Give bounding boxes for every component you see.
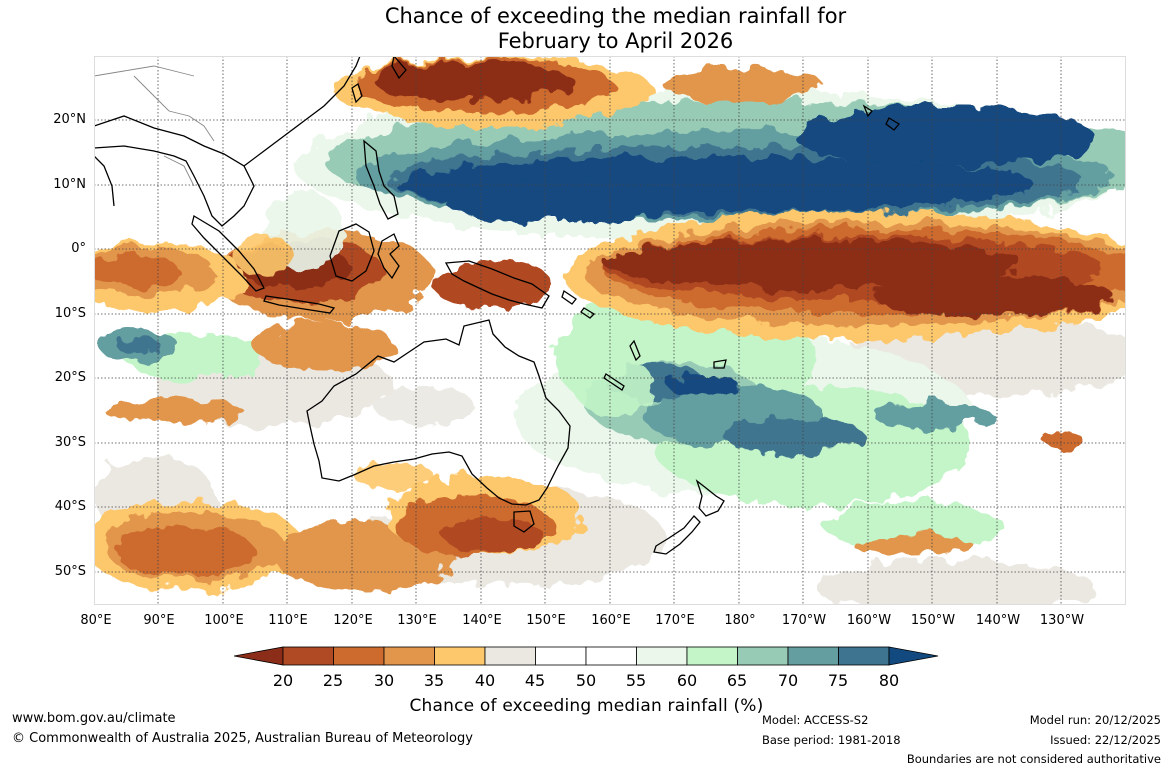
colorbar-segment: [383, 646, 435, 666]
lon-label-160e: 160°E: [591, 613, 631, 628]
probability-speckle: [234, 191, 654, 490]
lat-label-equator: 0°: [71, 241, 86, 256]
tasmania-coastline: [513, 510, 535, 533]
colorbar-tick: 60: [676, 671, 698, 690]
colorbar-segment: [484, 646, 536, 666]
lat-label-10n: 10°N: [53, 177, 86, 192]
australia-coastline: [306, 319, 571, 506]
lat-label-10s: 10°S: [54, 306, 86, 321]
lat-label-40s: 40°S: [54, 499, 86, 514]
footer-model-run: Model run: 20/12/2025: [1029, 713, 1161, 727]
colorbar-min-arrow: [234, 646, 284, 666]
colorbar-segment: [434, 646, 486, 666]
colorbar-max-arrow: [888, 646, 939, 666]
colorbar-segment: [333, 646, 385, 666]
lon-label-130w: 130°W: [1039, 613, 1085, 628]
colorbar-tick: 75: [827, 671, 849, 690]
footer-model: Model: ACCESS-S2: [762, 713, 869, 727]
coastlines: [94, 56, 900, 555]
footer-copyright: © Commonwealth of Australia 2025, Austra…: [12, 731, 473, 746]
lon-label-160w: 160°W: [846, 613, 892, 628]
lon-label-80e: 80°E: [80, 613, 112, 628]
sumatra-coastline: [191, 214, 265, 292]
colorbar-segment: [535, 646, 587, 666]
colorbar-tick: 45: [524, 671, 546, 690]
lat-label-30s: 30°S: [54, 435, 86, 450]
colorbar-segment: [787, 646, 839, 666]
colorbar-tick: 55: [625, 671, 647, 690]
lon-label-130e: 130°E: [397, 613, 437, 628]
philippines-coastline: [363, 139, 399, 220]
colorbar-tick: 25: [322, 671, 344, 690]
lat-label-20s: 20°S: [54, 370, 86, 385]
lon-label-170e: 170°E: [655, 613, 695, 628]
map-title-line-2: February to April 2026: [497, 29, 734, 53]
lon-label-120e: 120°E: [333, 613, 373, 628]
colorbar-segment: [737, 646, 789, 666]
lon-label-140e: 140°E: [462, 613, 502, 628]
lon-label-110e: 110°E: [268, 613, 308, 628]
map-title-line-1: Chance of exceeding the median rainfall …: [384, 4, 847, 28]
footer-issued: Issued: 22/12/2025: [1050, 733, 1161, 747]
colorbar-tick: 40: [474, 671, 496, 690]
lon-label-140w: 140°W: [975, 613, 1021, 628]
se-asia-coastline: [94, 115, 255, 227]
colorbar-tick: 30: [373, 671, 395, 690]
lon-label-150w: 150°W: [910, 613, 956, 628]
new-zealand-coastline: [695, 479, 725, 517]
footer-website: www.bom.gov.au/climate: [12, 711, 176, 726]
lon-label-180: 180°: [724, 613, 756, 628]
lat-label-20n: 20°N: [53, 112, 86, 127]
lat-label-50s: 50°S: [54, 564, 86, 579]
colorbar-tick: 65: [726, 671, 748, 690]
country-borders: [94, 65, 215, 187]
colorbar-segment: [686, 646, 738, 666]
lon-label-100e: 100°E: [204, 613, 244, 628]
borneo-coastline: [329, 223, 375, 282]
graticule: [94, 56, 1126, 605]
colorbar-segment: [636, 646, 688, 666]
colorbar-tick: 70: [777, 671, 799, 690]
colorbar-tick: 50: [575, 671, 597, 690]
colorbar: [234, 646, 939, 666]
lon-label-170w: 170°W: [781, 613, 827, 628]
footer-disclaimer: Boundaries are not considered authoritat…: [906, 752, 1161, 766]
colorbar-tick: 80: [878, 671, 900, 690]
colorbar-tick: 20: [272, 671, 294, 690]
colorbar-tick: 35: [423, 671, 445, 690]
lon-label-150e: 150°E: [526, 613, 566, 628]
rainfall-probability-map: [94, 56, 1126, 605]
colorbar-segment: [585, 646, 637, 666]
new-guinea-coastline: [444, 260, 550, 309]
lon-label-90e: 90°E: [143, 613, 175, 628]
colorbar-title: Chance of exceeding median rainfall (%): [409, 696, 764, 716]
colorbar-segment: [838, 646, 890, 666]
colorbar-segment: [282, 646, 334, 666]
footer-base-period: Base period: 1981-2018: [762, 733, 901, 747]
